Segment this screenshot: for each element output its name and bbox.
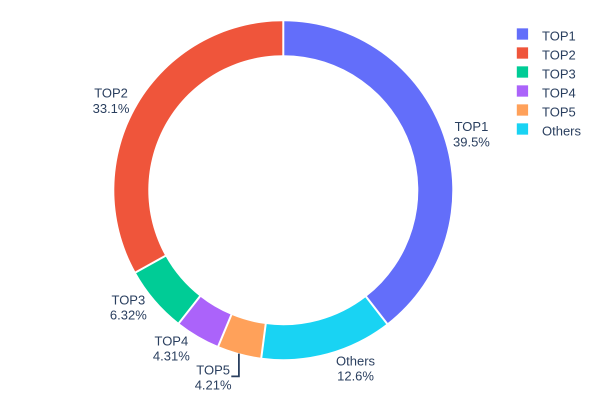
svg-text:TOP4: TOP4 <box>542 85 576 100</box>
svg-text:TOP2: TOP2 <box>542 47 576 62</box>
svg-text:TOP3: TOP3 <box>542 66 576 81</box>
svg-text:TOP1: TOP1 <box>542 28 576 43</box>
svg-text:Others: Others <box>542 123 582 138</box>
svg-text:6.32%: 6.32% <box>110 308 147 323</box>
svg-text:Others: Others <box>336 353 376 368</box>
svg-text:TOP5: TOP5 <box>542 104 576 119</box>
svg-text:33.1%: 33.1% <box>93 101 130 116</box>
svg-text:4.21%: 4.21% <box>195 378 232 393</box>
svg-text:TOP1: TOP1 <box>455 119 489 134</box>
svg-text:TOP2: TOP2 <box>94 86 128 101</box>
svg-text:TOP4: TOP4 <box>154 333 188 348</box>
svg-text:12.6%: 12.6% <box>337 369 374 384</box>
svg-text:TOP5: TOP5 <box>196 362 230 377</box>
svg-text:TOP3: TOP3 <box>111 292 145 307</box>
svg-text:39.5%: 39.5% <box>453 134 490 149</box>
svg-text:4.31%: 4.31% <box>153 349 190 364</box>
